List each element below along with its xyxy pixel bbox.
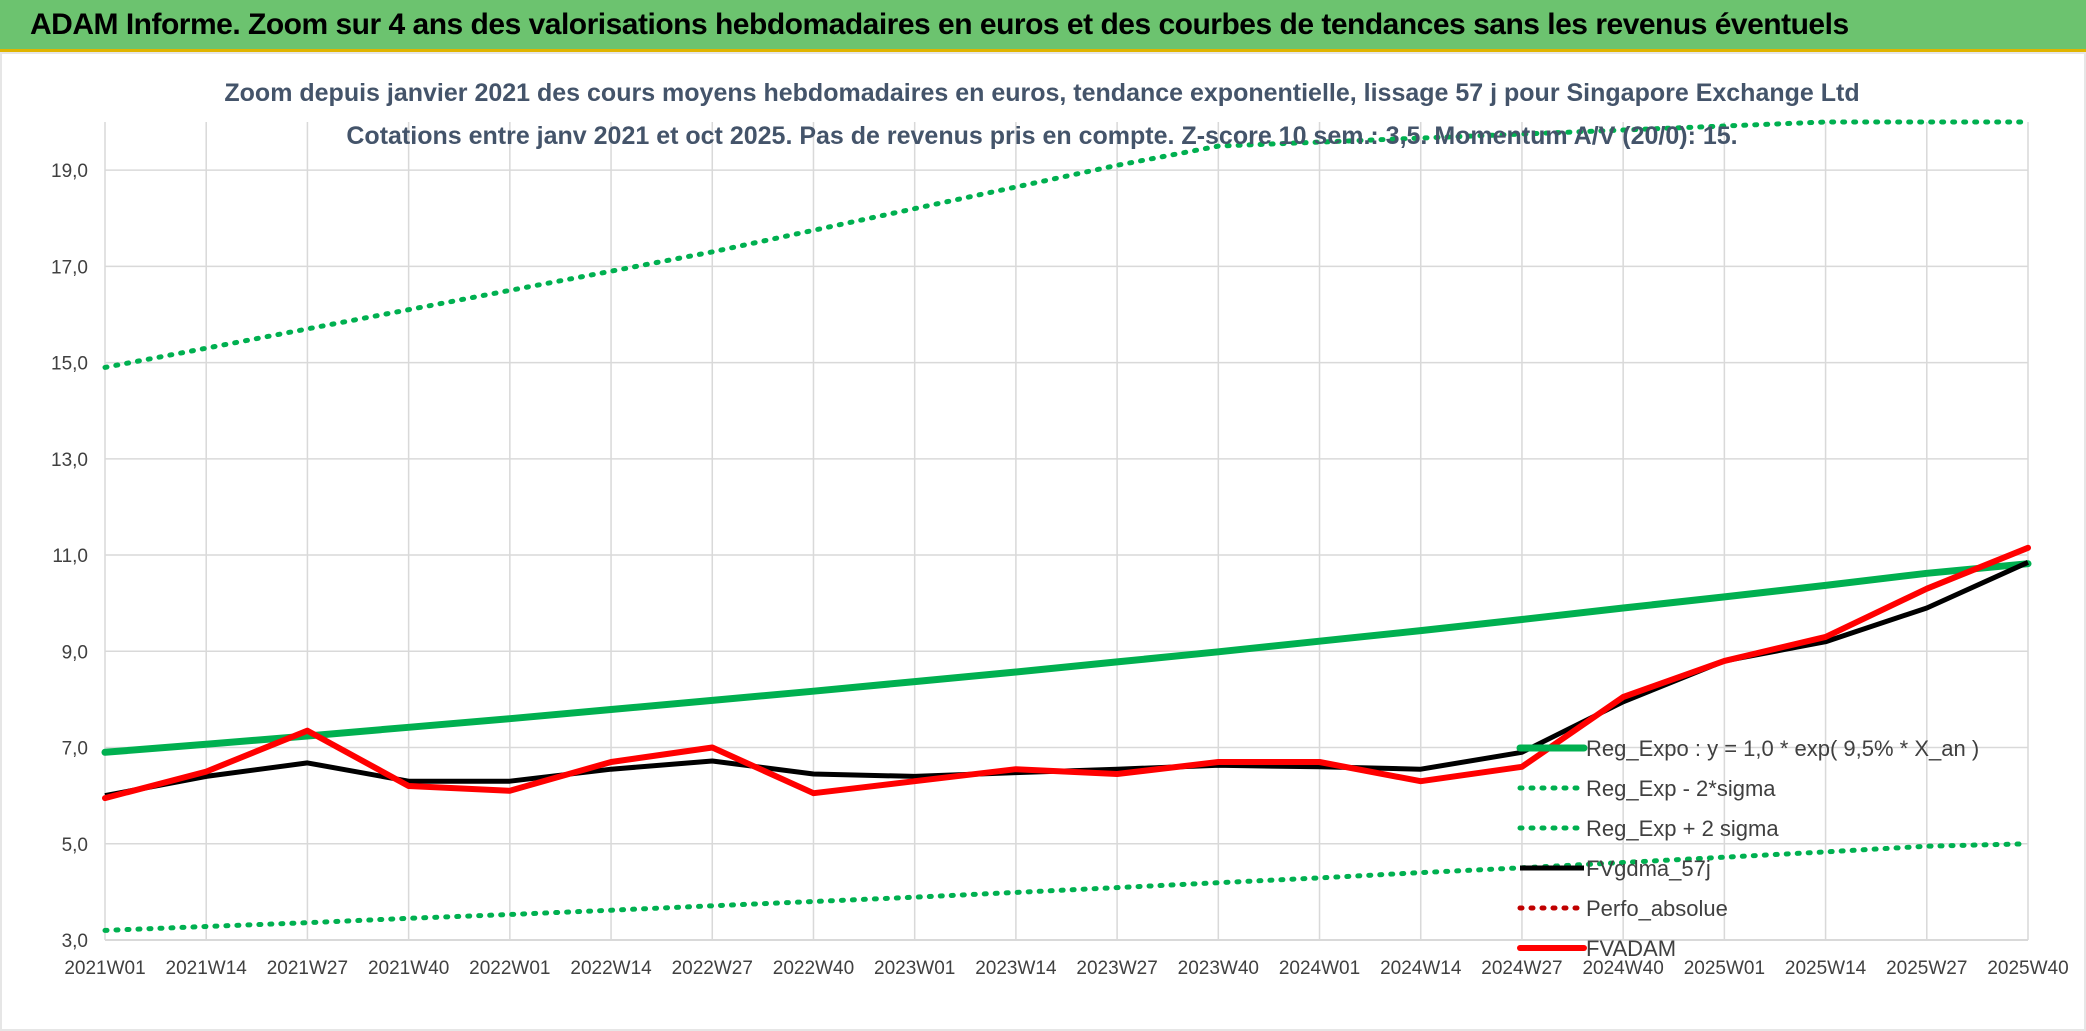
chart-title: Zoom depuis janvier 2021 des cours moyen… — [224, 79, 1859, 107]
x-tick-label: 2023W14 — [975, 958, 1057, 979]
series-line-fvadam — [102, 544, 2031, 802]
x-tick-label: 2022W14 — [570, 958, 652, 979]
legend-label: FVADAM — [1586, 936, 1676, 961]
legend-label: Reg_Expo : y = 1,0 * exp( 9,5% * X_an ) — [1586, 736, 1979, 761]
y-tick-label: 15,0 — [51, 354, 88, 375]
grid — [104, 122, 2029, 941]
series-line-reg-exp-2-sigma — [102, 841, 2031, 933]
y-tick-label: 3,0 — [62, 931, 88, 952]
y-tick-label: 19,0 — [51, 161, 88, 182]
x-tick-label: 2023W27 — [1076, 958, 1157, 979]
x-axis: 2021W01 2021W14 2021W27 2021W40 2022W01 2022W… — [64, 958, 2068, 979]
y-tick-label: 5,0 — [62, 835, 88, 856]
x-tick-label: 2021W40 — [368, 958, 449, 979]
x-tick-label: 2025W27 — [1886, 958, 1967, 979]
x-tick-label: 2022W27 — [672, 958, 753, 979]
series — [101, 119, 2032, 933]
y-tick-label: 13,0 — [51, 450, 88, 471]
x-tick-label: 2025W40 — [1987, 958, 2068, 979]
legend-label: Reg_Exp - 2*sigma — [1586, 776, 1776, 801]
x-tick-label: 2025W01 — [1684, 958, 1765, 979]
y-tick-label: 9,0 — [62, 642, 88, 663]
report-title: ADAM Informe. Zoom sur 4 ans des valoris… — [30, 8, 1849, 41]
series-line-reg-exp-2-sigma — [102, 119, 2031, 370]
y-tick-label: 11,0 — [52, 546, 88, 567]
legend-label: Perfo_absolue — [1586, 896, 1728, 921]
x-tick-label: 2024W14 — [1380, 958, 1462, 979]
x-tick-label: 2021W14 — [166, 958, 248, 979]
report-banner: ADAM Informe. Zoom sur 4 ans des valoris… — [0, 0, 2086, 52]
chart-svg: 3,0 5,0 7,0 9,0 11,0 13,0 15,0 17,0 19,0 2021W01… — [51, 79, 2069, 979]
x-tick-label: 2024W27 — [1481, 958, 1562, 979]
y-tick-label: 17,0 — [51, 257, 88, 278]
legend: Reg_Expo : y = 1,0 * exp( 9,5% * X_an ) R… — [1516, 736, 1979, 961]
y-tick-label: 7,0 — [62, 739, 88, 760]
x-tick-label: 2022W01 — [469, 958, 550, 979]
x-tick-label: 2024W40 — [1582, 958, 1663, 979]
y-axis: 3,0 5,0 7,0 9,0 11,0 13,0 15,0 17,0 19,0 — [51, 161, 88, 952]
x-tick-label: 2025W14 — [1785, 958, 1867, 979]
chart-frame: 3,0 5,0 7,0 9,0 11,0 13,0 15,0 17,0 19,0 2021W01… — [0, 52, 2086, 1031]
chart-subtitle: Cotations entre janv 2021 et oct 2025. P… — [346, 122, 1737, 150]
x-tick-label: 2022W40 — [773, 958, 854, 979]
x-tick-label: 2021W27 — [267, 958, 348, 979]
legend-label: FVgdma_57j — [1586, 856, 1711, 881]
x-tick-label: 2023W40 — [1178, 958, 1259, 979]
legend-label: Reg_Exp + 2 sigma — [1586, 816, 1779, 841]
series-line-reg-expo-y-1-0-exp-9-5-x-an — [101, 560, 2032, 756]
x-tick-label: 2024W01 — [1279, 958, 1360, 979]
x-tick-label: 2021W01 — [64, 958, 145, 979]
x-tick-label: 2023W01 — [874, 958, 955, 979]
